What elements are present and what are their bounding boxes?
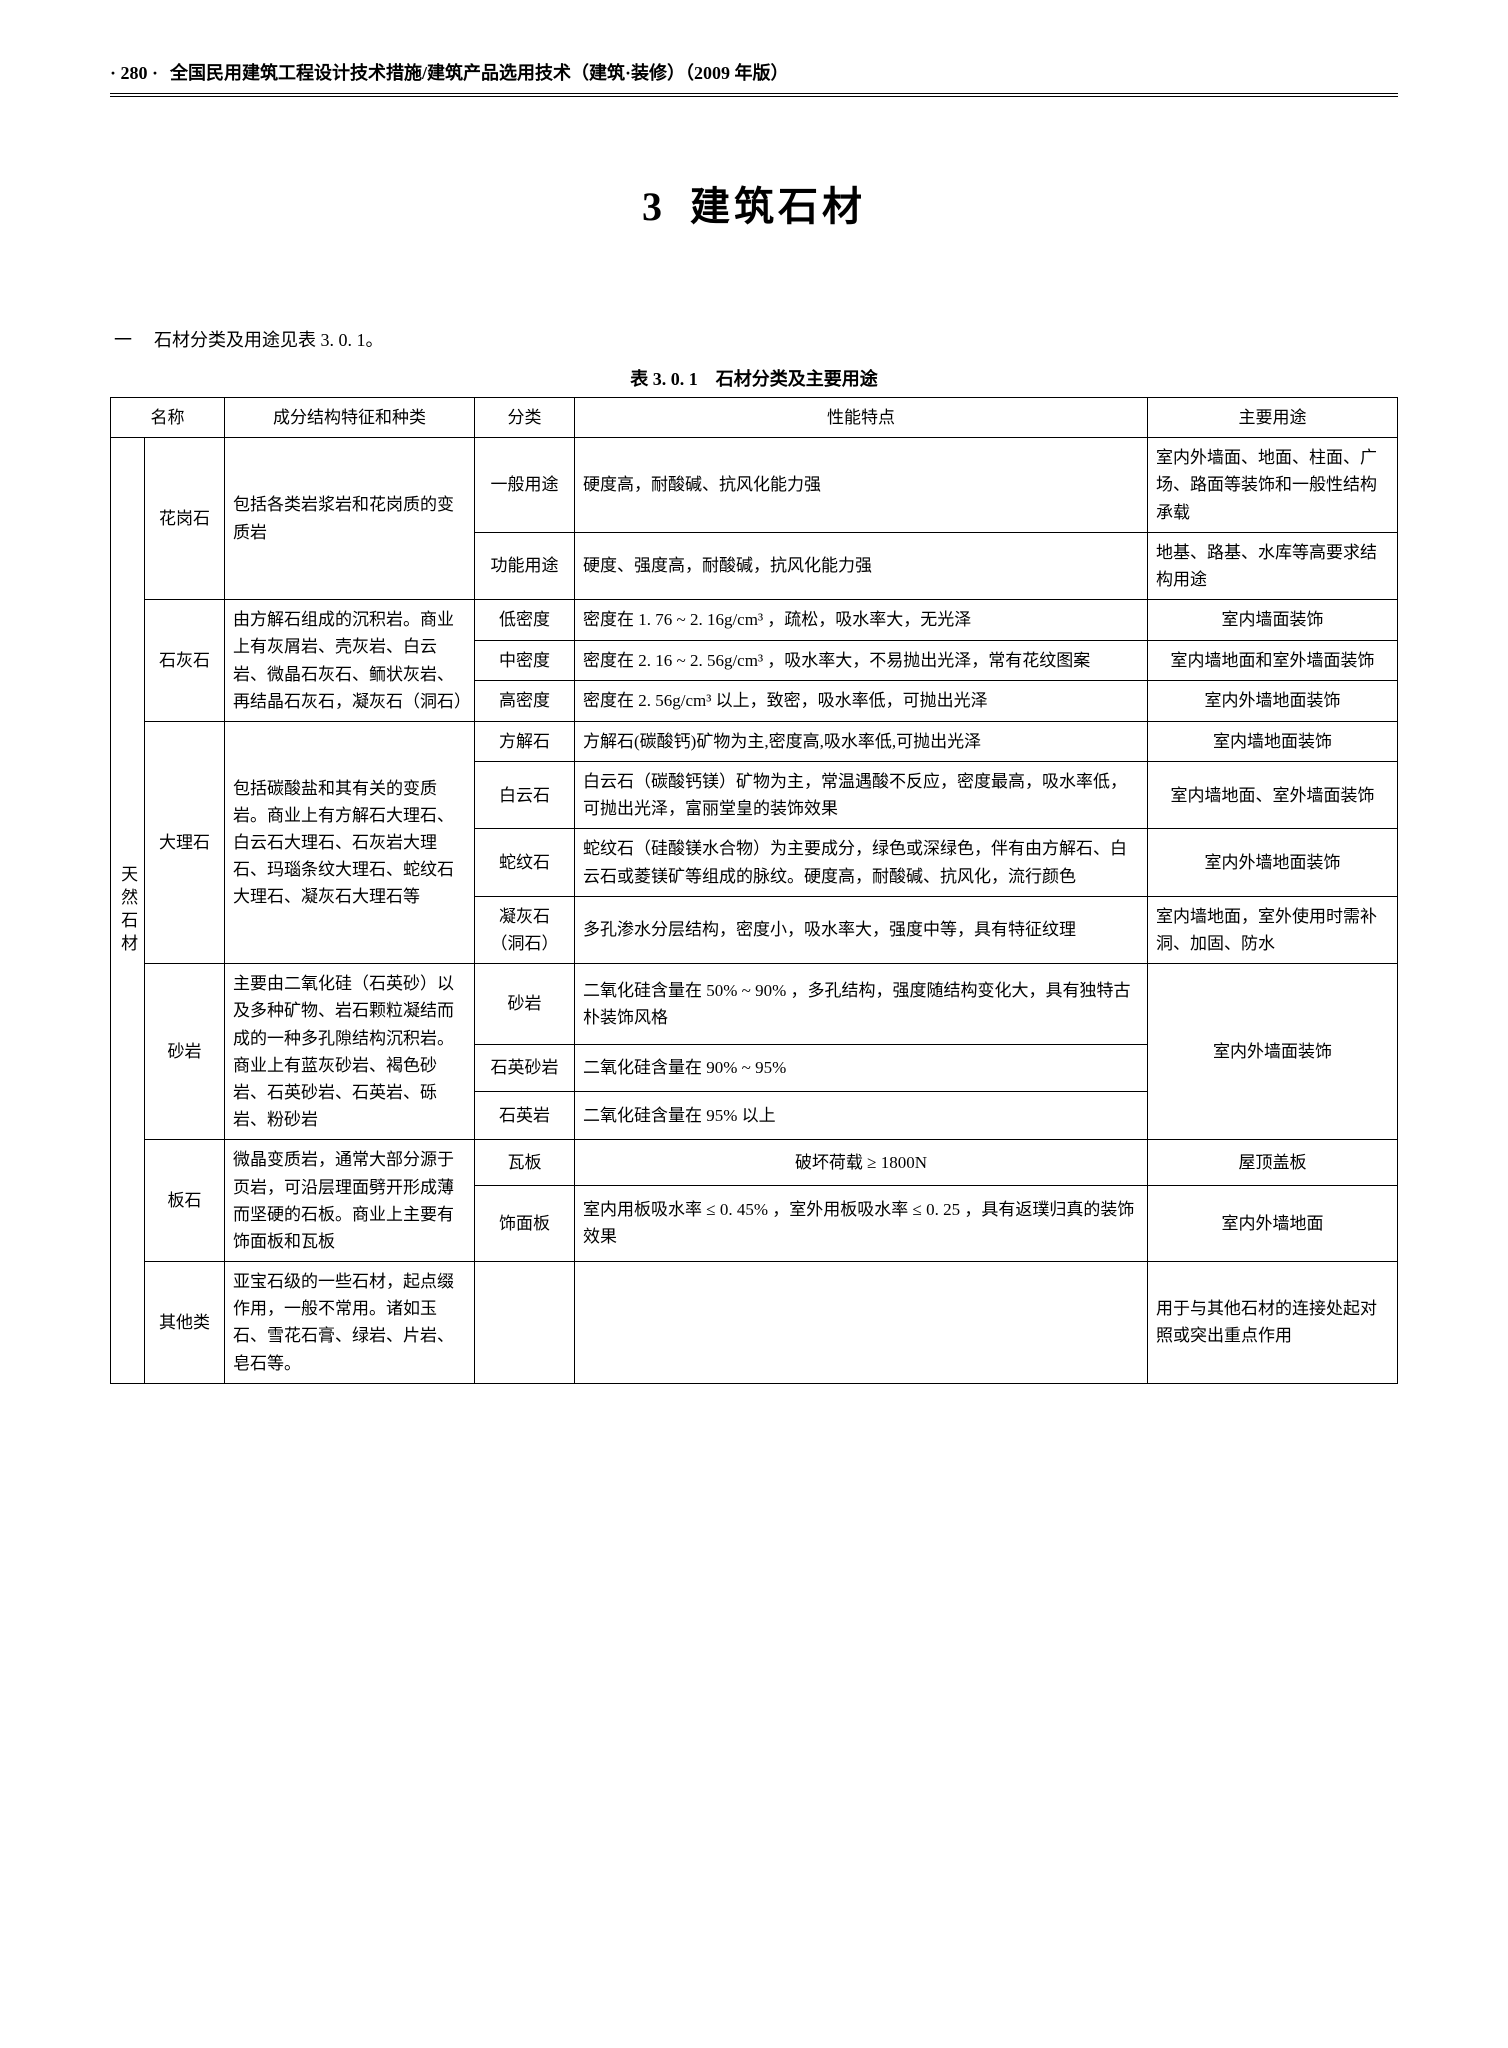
feature: 硬度高，耐酸碱、抗风化能力强 (575, 438, 1148, 533)
feature: 破坏荷载 ≥ 1800N (575, 1140, 1148, 1185)
usage: 室内外墙地面装饰 (1148, 829, 1398, 896)
sub-class: 砂岩 (475, 964, 575, 1044)
chapter-title: 3 建筑石材 (110, 177, 1398, 237)
composition: 包括碳酸盐和其有关的变质岩。商业上有方解石大理石、白云石大理石、石灰岩大理石、玛… (225, 721, 475, 963)
stone-name: 花岗石 (145, 438, 225, 600)
book-title: 全国民用建筑工程设计技术措施/建筑产品选用技术（建筑·装修）（2009 年版） (170, 60, 789, 87)
table-row: 天然石材花岗石包括各类岩浆岩和花岗质的变质岩一般用途硬度高，耐酸碱、抗风化能力强… (111, 438, 1398, 533)
sub-class: 石英岩 (475, 1092, 575, 1140)
th-feature: 性能特点 (575, 398, 1148, 438)
sub-class: 蛇纹石 (475, 829, 575, 896)
stone-name: 板石 (145, 1140, 225, 1262)
page-number: · 280 · (110, 60, 158, 87)
stone-name: 砂岩 (145, 964, 225, 1140)
th-composition: 成分结构特征和种类 (225, 398, 475, 438)
feature: 密度在 2. 56g/cm³ 以上，致密，吸水率低，可抛出光泽 (575, 681, 1148, 722)
sub-class: 饰面板 (475, 1185, 575, 1261)
stone-classification-table: 名称 成分结构特征和种类 分类 性能特点 主要用途 天然石材花岗石包括各类岩浆岩… (110, 397, 1398, 1384)
feature: 二氧化硅含量在 50% ~ 90% ，多孔结构，强度随结构变化大，具有独特古朴装… (575, 964, 1148, 1044)
sub-class: 石英砂岩 (475, 1044, 575, 1092)
composition: 由方解石组成的沉积岩。商业上有灰屑岩、壳灰岩、白云岩、微晶石灰石、鲕状灰岩、再结… (225, 600, 475, 722)
composition: 包括各类岩浆岩和花岗质的变质岩 (225, 438, 475, 600)
chapter-num: 3 (642, 184, 666, 229)
usage: 室内墙地面装饰 (1148, 721, 1398, 761)
usage: 室内外墙面装饰 (1148, 964, 1398, 1140)
usage: 屋顶盖板 (1148, 1140, 1398, 1185)
sub-class: 方解石 (475, 721, 575, 761)
sub-class: 白云石 (475, 762, 575, 829)
usage: 室内墙地面和室外墙面装饰 (1148, 640, 1398, 681)
composition: 亚宝石级的一些石材，起点缀作用，一般不常用。诸如玉石、雪花石膏、绿岩、片岩、皂石… (225, 1262, 475, 1384)
usage: 室内外墙面、地面、柱面、广场、路面等装饰和一般性结构承载 (1148, 438, 1398, 533)
table-row: 其他类亚宝石级的一些石材，起点缀作用，一般不常用。诸如玉石、雪花石膏、绿岩、片岩… (111, 1262, 1398, 1384)
th-name: 名称 (111, 398, 225, 438)
stone-name: 其他类 (145, 1262, 225, 1384)
feature: 二氧化硅含量在 95% 以上 (575, 1092, 1148, 1140)
th-usage: 主要用途 (1148, 398, 1398, 438)
th-class: 分类 (475, 398, 575, 438)
composition: 微晶变质岩，通常大部分源于页岩，可沿层理面劈开形成薄而坚硬的石板。商业上主要有饰… (225, 1140, 475, 1262)
feature: 室内用板吸水率 ≤ 0. 45% ，室外用板吸水率 ≤ 0. 25 ，具有返璞归… (575, 1185, 1148, 1261)
sub-class: 瓦板 (475, 1140, 575, 1185)
table-row: 板石微晶变质岩，通常大部分源于页岩，可沿层理面劈开形成薄而坚硬的石板。商业上主要… (111, 1140, 1398, 1185)
usage: 室内墙地面，室外使用时需补洞、加固、防水 (1148, 896, 1398, 963)
usage: 地基、路基、水库等高要求结构用途 (1148, 532, 1398, 599)
table-row: 大理石包括碳酸盐和其有关的变质岩。商业上有方解石大理石、白云石大理石、石灰岩大理… (111, 721, 1398, 761)
table-caption: 表 3. 0. 1 石材分类及主要用途 (110, 366, 1398, 393)
sub-class (475, 1262, 575, 1384)
intro-text: 一石材分类及用途见表 3. 0. 1。 (110, 327, 1398, 354)
usage: 室内墙面装饰 (1148, 600, 1398, 641)
composition: 主要由二氧化硅（石英砂）以及多种矿物、岩石颗粒凝结而成的一种多孔隙结构沉积岩。商… (225, 964, 475, 1140)
usage: 用于与其他石材的连接处起对照或突出重点作用 (1148, 1262, 1398, 1384)
usage: 室内外墙地面装饰 (1148, 681, 1398, 722)
sub-class: 一般用途 (475, 438, 575, 533)
table-header-row: 名称 成分结构特征和种类 分类 性能特点 主要用途 (111, 398, 1398, 438)
sub-class: 凝灰石（洞石） (475, 896, 575, 963)
sub-class: 功能用途 (475, 532, 575, 599)
feature (575, 1262, 1148, 1384)
table-row: 砂岩主要由二氧化硅（石英砂）以及多种矿物、岩石颗粒凝结而成的一种多孔隙结构沉积岩… (111, 964, 1398, 1044)
stone-name: 大理石 (145, 721, 225, 963)
feature: 蛇纹石（硅酸镁水合物）为主要成分，绿色或深绿色，伴有由方解石、白云石或菱镁矿等组… (575, 829, 1148, 896)
chapter-name: 建筑石材 (690, 184, 866, 229)
feature: 密度在 1. 76 ~ 2. 16g/cm³ ，疏松，吸水率大，无光泽 (575, 600, 1148, 641)
sub-class: 高密度 (475, 681, 575, 722)
table-row: 石灰石由方解石组成的沉积岩。商业上有灰屑岩、壳灰岩、白云岩、微晶石灰石、鲕状灰岩… (111, 600, 1398, 641)
feature: 方解石(碳酸钙)矿物为主,密度高,吸水率低,可抛出光泽 (575, 721, 1148, 761)
usage: 室内外墙地面 (1148, 1185, 1398, 1261)
stone-name: 石灰石 (145, 600, 225, 722)
feature: 硬度、强度高，耐酸碱，抗风化能力强 (575, 532, 1148, 599)
feature: 白云石（碳酸钙镁）矿物为主，常温遇酸不反应，密度最高，吸水率低，可抛出光泽，富丽… (575, 762, 1148, 829)
sub-class: 低密度 (475, 600, 575, 641)
feature: 密度在 2. 16 ~ 2. 56g/cm³ ，吸水率大，不易抛出光泽，常有花纹… (575, 640, 1148, 681)
usage: 室内墙地面、室外墙面装饰 (1148, 762, 1398, 829)
sub-class: 中密度 (475, 640, 575, 681)
feature: 多孔渗水分层结构，密度小，吸水率大，强度中等，具有特征纹理 (575, 896, 1148, 963)
side-category: 天然石材 (111, 438, 145, 1384)
feature: 二氧化硅含量在 90% ~ 95% (575, 1044, 1148, 1092)
